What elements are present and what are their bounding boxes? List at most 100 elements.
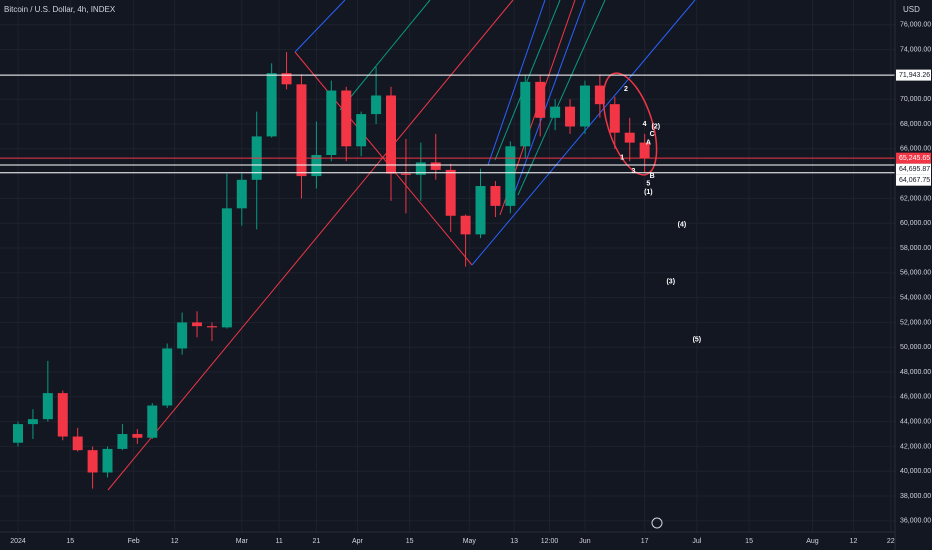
ellipse xyxy=(602,72,658,176)
wave-label: (1) xyxy=(644,189,653,196)
candle-body xyxy=(430,162,441,170)
candle-body xyxy=(356,114,367,147)
event-icon[interactable] xyxy=(651,517,663,529)
wave-label: 3 xyxy=(631,168,635,175)
trend-line xyxy=(487,0,546,166)
y-tick-label: 46,000.00 xyxy=(900,394,931,401)
candle-body xyxy=(266,73,277,137)
candle-body xyxy=(609,104,620,133)
y-tick-label: 74,000.00 xyxy=(900,46,931,53)
x-tick-label: 21 xyxy=(313,538,321,545)
candle-body xyxy=(415,162,426,175)
overlay: 2 4 (2)CA 13 B5 (1) (4) (3) (5) xyxy=(0,74,895,344)
price-label-box xyxy=(896,174,931,186)
trend-line xyxy=(517,0,606,196)
y-tick-label: 40,000.00 xyxy=(900,468,931,475)
trend-line xyxy=(339,0,431,111)
candle-body xyxy=(520,81,531,147)
candle-body xyxy=(326,90,337,156)
wave-label: 1 xyxy=(620,154,624,161)
x-tick-label: 15 xyxy=(745,538,753,545)
candle-body xyxy=(550,106,561,118)
candle-body xyxy=(505,146,516,206)
price-label-box xyxy=(896,163,931,175)
x-tick-label: Apr xyxy=(352,538,364,545)
candle-body xyxy=(192,322,203,327)
candle-body xyxy=(594,85,605,105)
candle-body xyxy=(565,106,576,127)
x-tick-label: 15 xyxy=(406,538,414,545)
y-tick-label: 36,000.00 xyxy=(900,518,931,525)
wave-label: 2 xyxy=(624,86,628,93)
wave-label: (2) xyxy=(652,123,661,130)
candle-body xyxy=(639,142,650,159)
wave-label: 5 xyxy=(646,180,650,187)
price-label-box xyxy=(896,69,931,81)
wave-label: (3) xyxy=(666,278,675,285)
candle-body xyxy=(460,215,471,235)
x-tick-label: 12 xyxy=(171,538,179,545)
x-tick-label: 15 xyxy=(66,538,74,545)
candle-body xyxy=(535,81,546,118)
price-label: 65,245.65 xyxy=(899,155,930,162)
y-tick-label: 70,000.00 xyxy=(900,96,931,103)
candle-body xyxy=(177,322,188,349)
candle-body xyxy=(281,73,292,85)
y-tick-label: 60,000.00 xyxy=(900,220,931,227)
y-tick-label: 52,000.00 xyxy=(900,319,931,326)
y-tick-label: 42,000.00 xyxy=(900,443,931,450)
y-tick-label: 50,000.00 xyxy=(900,344,931,351)
candle-body xyxy=(490,186,501,206)
x-tick-label: Aug xyxy=(806,538,819,545)
x-tick-label: Mar xyxy=(236,538,249,545)
candle-body xyxy=(87,450,98,473)
price-label: 71,943.26 xyxy=(899,72,930,79)
candle-body xyxy=(371,95,382,115)
x-tick-label: 13 xyxy=(510,538,518,545)
candle-body xyxy=(147,405,158,438)
trend-line xyxy=(509,0,586,206)
trend-line xyxy=(294,0,346,53)
trend-line xyxy=(107,0,514,491)
wave-label: (5) xyxy=(693,337,702,344)
candle-body xyxy=(162,348,173,406)
candle-body xyxy=(475,186,486,235)
y-tick-label: 56,000.00 xyxy=(900,270,931,277)
candle-body xyxy=(400,173,411,175)
candle-body xyxy=(445,169,456,216)
price-label: 64,695.87 xyxy=(899,166,930,173)
candle-body xyxy=(13,424,23,443)
y-tick-label: 54,000.00 xyxy=(900,294,931,301)
y-tick-label: 48,000.00 xyxy=(900,369,931,376)
candle-body xyxy=(221,208,232,328)
x-tick-label: 2024 xyxy=(10,538,26,545)
y-tick-label: 62,000.00 xyxy=(900,195,931,202)
x-tick-label: 17 xyxy=(641,538,649,545)
wave-label: C xyxy=(650,131,655,138)
y-tick-label: 38,000.00 xyxy=(900,493,931,500)
trend-line xyxy=(471,0,696,266)
candle-body xyxy=(117,434,128,449)
y-tick-label: 68,000.00 xyxy=(900,121,931,128)
candle-body xyxy=(236,179,247,209)
wave-label: 4 xyxy=(643,121,647,128)
y-tick-label: 44,000.00 xyxy=(900,418,931,425)
candle-body xyxy=(57,393,68,437)
x-tick-label: 12 xyxy=(850,538,858,545)
x-tick-label: May xyxy=(463,538,477,545)
candle-body xyxy=(579,85,590,127)
x-tick-label: Jul xyxy=(692,538,701,545)
candle-body xyxy=(132,434,143,438)
candle-body xyxy=(27,419,38,425)
chart-title: Bitcoin / U.S. Dollar, 4h, INDEX xyxy=(4,5,116,14)
x-tick-label: Jun xyxy=(579,538,590,545)
wave-label: (4) xyxy=(678,221,687,228)
candle-body xyxy=(624,132,635,143)
candle-body xyxy=(296,84,307,177)
x-tick-label: 12:00 xyxy=(541,538,559,545)
wave-label: B xyxy=(650,173,655,180)
y-tick-label: 58,000.00 xyxy=(900,245,931,252)
x-tick-label: 11 xyxy=(275,538,282,545)
